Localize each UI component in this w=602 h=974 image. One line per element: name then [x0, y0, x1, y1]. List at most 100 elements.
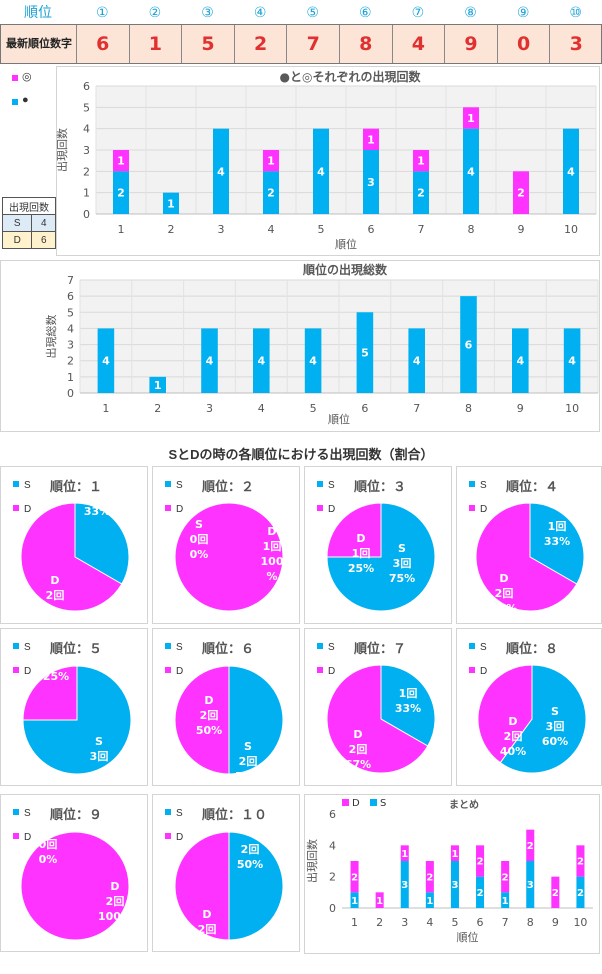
x-tick-label: 8	[465, 402, 472, 415]
data-label: 1	[154, 379, 162, 392]
x-tick-label: 10	[573, 916, 587, 929]
cyan-legend-label: ●	[22, 94, 29, 106]
bar	[413, 171, 429, 214]
data-label: 1	[117, 155, 125, 168]
pie-data-label: 0回	[39, 837, 58, 851]
pie-data-label: 75%	[389, 572, 415, 585]
bar	[460, 296, 477, 393]
latest-number-cell[interactable]: 4	[391, 25, 445, 63]
data-label: 1	[467, 112, 475, 125]
legend-swatch	[370, 799, 377, 806]
pie-legend-label: S	[328, 642, 335, 653]
pie-slice	[499, 664, 587, 774]
bar	[526, 829, 535, 861]
bar	[149, 376, 166, 393]
latest-number-cell[interactable]: 2	[233, 25, 287, 63]
pie-data-label: S	[195, 518, 203, 531]
data-label: 3	[401, 880, 408, 891]
pie-slice	[228, 665, 284, 775]
x-tick-label: 8	[468, 223, 475, 236]
pie-legend-label: S	[24, 480, 31, 491]
pie-data-label: 1回	[399, 686, 418, 700]
data-label: 2	[351, 872, 358, 883]
data-label: 2	[267, 187, 275, 200]
pie-slice	[174, 665, 230, 775]
pie-data-label: D	[499, 572, 508, 585]
pie-data-label: 60%	[542, 735, 568, 748]
pie-legend-item: S	[165, 480, 183, 491]
pie-data-label: D	[110, 880, 119, 893]
latest-number-cell[interactable]: 1	[128, 25, 182, 63]
pie-title: 順位：９	[50, 807, 103, 822]
y-tick-label: 2	[83, 165, 90, 178]
rank-header: ③	[201, 4, 214, 20]
pie-legend-label: S	[480, 480, 487, 491]
pie-data-label: D	[356, 532, 365, 545]
data-label: 4	[206, 355, 214, 368]
latest-number-cell[interactable]: 5	[181, 25, 234, 63]
bar	[400, 845, 409, 861]
y-tick-label: 1	[67, 371, 74, 384]
pie-title: 順位：８	[506, 641, 559, 656]
appearance-count-table: 出現回数 S 4 D 6	[1, 197, 56, 249]
pie-legend-swatch	[469, 643, 475, 649]
data-label: 2	[502, 872, 509, 883]
bar	[450, 845, 459, 861]
chart-title: まとめ	[449, 799, 479, 811]
x-tick-label: 1	[102, 402, 109, 415]
y-tick-label: 4	[329, 839, 336, 852]
pie-slice	[174, 831, 230, 941]
latest-number-cell[interactable]: 7	[286, 25, 339, 63]
pie-legend-swatch	[469, 481, 475, 487]
pie-data-label: S	[95, 735, 103, 748]
rank-header: ⑨	[516, 4, 530, 20]
pie-data-label: 2回	[504, 729, 523, 743]
latest-number-cell[interactable]: 8	[339, 25, 392, 63]
data-label: 2	[117, 187, 125, 200]
pie-legend-label: S	[24, 642, 31, 653]
bar	[375, 892, 384, 908]
latest-number-cell[interactable]: 3	[549, 25, 602, 63]
y-tick-label: 3	[67, 339, 74, 352]
bar	[363, 128, 379, 150]
bar	[163, 192, 179, 214]
x-tick-label: 4	[258, 402, 265, 415]
data-label: 4	[102, 355, 110, 368]
data-label: 2	[552, 888, 559, 899]
latest-rank-numbers-label: 最新順位数字	[6, 38, 72, 50]
rank-header: ④	[253, 4, 267, 20]
pie-legend-item: D	[317, 666, 335, 677]
latest-number-cell[interactable]: 0	[496, 25, 550, 63]
s-key-cell: S	[1, 214, 33, 232]
y-tick-label: 0	[329, 902, 336, 915]
bar	[408, 328, 425, 393]
pie-legend-label: D	[176, 504, 184, 515]
data-label: 4	[413, 355, 421, 368]
pie-data-label: 2回	[200, 708, 219, 722]
rank-header: ⑥	[359, 4, 372, 20]
pie-data-label: 0回	[190, 532, 209, 546]
bar	[356, 312, 374, 393]
pie-slice	[20, 831, 130, 941]
latest-number-cell[interactable]: 9	[444, 25, 497, 63]
y-axis-title: 出現回数	[56, 128, 69, 172]
pie-data-label: 0%	[190, 548, 209, 561]
y-tick-label: 7	[67, 274, 74, 287]
rank-header: ⑧	[464, 4, 477, 20]
pie-legend-label: S	[176, 480, 183, 491]
bar	[476, 845, 485, 877]
data-label: 2	[477, 857, 484, 868]
pie-slice	[228, 831, 284, 941]
pie-legend-item: S	[165, 642, 183, 653]
latest-number-cell[interactable]: 6	[76, 25, 129, 63]
pie-slice	[326, 664, 429, 774]
bar	[463, 107, 479, 129]
pie-legend-swatch	[317, 505, 323, 511]
bar	[501, 861, 510, 893]
pie-chart: S3回 25%	[22, 665, 132, 775]
pie-legend-item: S	[165, 808, 183, 819]
pie-legend-item: S	[469, 480, 487, 491]
pie-data-label: 2回	[198, 922, 217, 936]
